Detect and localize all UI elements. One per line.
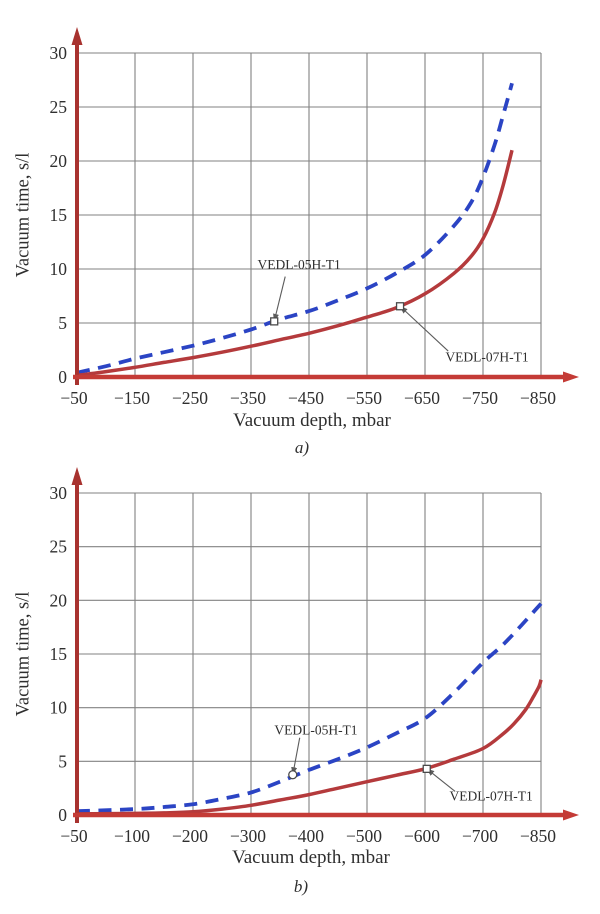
svg-text:25: 25 xyxy=(50,537,68,557)
svg-text:−400: −400 xyxy=(288,826,324,846)
marker-square xyxy=(422,764,431,773)
tick-labels: 0 5 10 15 20 25 30 −50 −150 −250 −350 −450 −550 −650 −… xyxy=(50,43,557,408)
gridlines xyxy=(76,492,542,816)
subplot-label-b: b) xyxy=(293,877,309,896)
svg-text:5: 5 xyxy=(58,313,67,333)
svg-text:−350: −350 xyxy=(230,388,266,408)
svg-text:20: 20 xyxy=(50,151,68,171)
y-axis-title-b: Vacuum time, s/l xyxy=(13,591,34,717)
svg-text:0: 0 xyxy=(58,367,67,387)
svg-text:5: 5 xyxy=(58,751,67,771)
svg-text:−600: −600 xyxy=(404,826,440,846)
chart-b: 0 5 10 15 20 25 30 −50 −100 −200 −300 −400 −500 −600 −… xyxy=(50,467,579,846)
svg-text:30: 30 xyxy=(50,43,68,63)
annotation-label: VEDL-07H-T1 xyxy=(445,350,528,365)
marker-square xyxy=(395,302,405,311)
annotation-label: VEDL-05H-T1 xyxy=(274,723,357,738)
svg-text:−50: −50 xyxy=(60,826,88,846)
svg-text:30: 30 xyxy=(50,483,68,503)
marker-square xyxy=(270,317,279,326)
annotation-label: VEDL-05H-T1 xyxy=(258,257,341,272)
svg-text:−700: −700 xyxy=(462,826,498,846)
annotation-VEDL-07H-T1: VEDL-07H-T1 xyxy=(395,302,529,365)
svg-text:−300: −300 xyxy=(230,826,266,846)
svg-text:−450: −450 xyxy=(288,388,324,408)
annotation-VEDL-05H-T1: VEDL-05H-T1 xyxy=(258,257,341,326)
svg-text:−650: −650 xyxy=(404,388,440,408)
axes xyxy=(71,467,579,823)
svg-text:20: 20 xyxy=(50,590,68,610)
series-VEDL-05H-T1 xyxy=(76,82,514,375)
series-VEDL-05H-T1 xyxy=(76,602,543,814)
svg-text:−850: −850 xyxy=(520,388,556,408)
svg-text:−200: −200 xyxy=(172,826,208,846)
svg-text:−500: −500 xyxy=(346,826,382,846)
tick-labels: 0 5 10 15 20 25 30 −50 −100 −200 −300 −400 −500 −600 −… xyxy=(50,483,557,846)
svg-text:25: 25 xyxy=(50,97,68,117)
series-VEDL-07H-T1 xyxy=(76,679,543,816)
svg-text:15: 15 xyxy=(50,205,68,225)
x-axis-title-b: Vacuum depth, mbar xyxy=(232,847,390,868)
svg-text:−50: −50 xyxy=(60,388,88,408)
y-axis-title-a: Vacuum time, s/l xyxy=(13,152,34,278)
svg-text:−150: −150 xyxy=(114,388,150,408)
svg-text:15: 15 xyxy=(50,644,68,664)
axes xyxy=(71,27,579,385)
series-VEDL-07H-T1 xyxy=(76,149,514,378)
svg-text:10: 10 xyxy=(50,259,68,279)
subplot-label-a: a) xyxy=(294,438,310,457)
svg-text:−550: −550 xyxy=(346,388,382,408)
svg-text:0: 0 xyxy=(58,805,67,825)
marker-circle xyxy=(288,770,298,780)
annotation-label: VEDL-07H-T1 xyxy=(450,789,533,804)
svg-text:−750: −750 xyxy=(462,388,498,408)
x-axis-title-a: Vacuum depth, mbar xyxy=(233,410,391,431)
svg-text:−250: −250 xyxy=(172,388,208,408)
annotation-VEDL-05H-T1: VEDL-05H-T1 xyxy=(274,723,358,780)
svg-text:−850: −850 xyxy=(520,826,556,846)
svg-text:10: 10 xyxy=(50,698,68,718)
gridlines xyxy=(76,52,542,378)
chart-a: 0 5 10 15 20 25 30 −50 −150 −250 −350 −450 −550 −650 −… xyxy=(50,27,579,408)
annotation-VEDL-07H-T1: VEDL-07H-T1 xyxy=(422,764,533,804)
svg-text:−100: −100 xyxy=(114,826,150,846)
